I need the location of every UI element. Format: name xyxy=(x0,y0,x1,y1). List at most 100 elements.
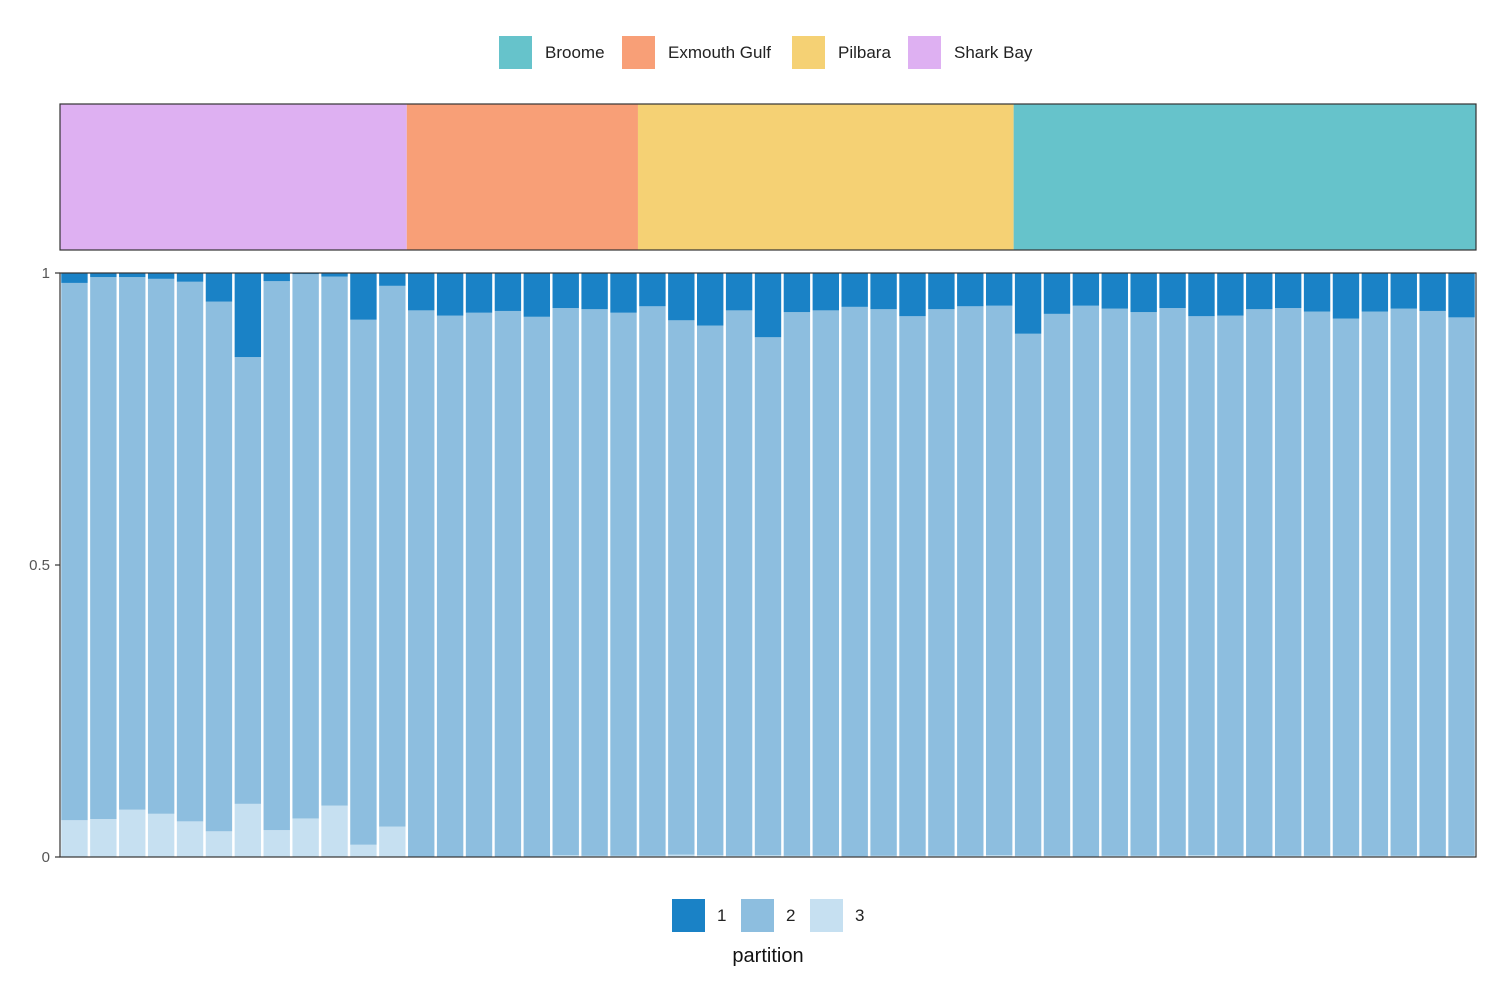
bar-40-partition-3 xyxy=(1188,855,1215,857)
bar-15-partition-1 xyxy=(465,273,493,313)
bar-31-partition-2 xyxy=(928,309,955,856)
bar-11-partition-2 xyxy=(350,319,377,845)
bar-39-partition-2 xyxy=(1159,308,1186,856)
y-axis: 00.51 xyxy=(29,265,60,866)
bar-35-partition-2 xyxy=(1043,313,1071,856)
legend-key-shark-bay xyxy=(908,36,941,69)
bar-49-partition-1 xyxy=(1448,273,1475,318)
bar-20-partition-1 xyxy=(610,273,637,313)
bar-8-partition-1 xyxy=(263,273,290,282)
bar-2-partition-2 xyxy=(90,277,117,820)
bar-24-partition-1 xyxy=(725,273,753,311)
partition-key-2 xyxy=(741,899,774,932)
bar-21-partition-1 xyxy=(639,273,666,307)
bar-33-partition-3 xyxy=(985,855,1013,857)
bar-25-partition-1 xyxy=(754,273,782,338)
bar-7-partition-2 xyxy=(234,357,262,804)
bar-45-partition-1 xyxy=(1332,273,1360,319)
legend-label-pilbara: Pilbara xyxy=(838,43,891,62)
bar-41-partition-2 xyxy=(1217,315,1244,856)
bar-22-partition-3 xyxy=(668,854,695,857)
legend-key-pilbara xyxy=(792,36,825,69)
bar-8-partition-3 xyxy=(263,830,290,857)
bar-47-partition-1 xyxy=(1390,273,1417,309)
bar-21-partition-2 xyxy=(639,306,666,856)
bar-22-partition-1 xyxy=(668,273,695,321)
population-legend: Broome Exmouth Gulf Pilbara Shark Bay xyxy=(499,36,1033,69)
bar-16-partition-2 xyxy=(494,310,522,858)
bar-34-partition-1 xyxy=(1014,273,1042,334)
bar-30-partition-1 xyxy=(899,273,926,317)
bar-26-partition-2 xyxy=(783,312,811,856)
bar-49-partition-2 xyxy=(1448,317,1475,856)
bar-7-partition-3 xyxy=(234,803,262,857)
legend-label-exmouth-gulf: Exmouth Gulf xyxy=(668,43,771,62)
bar-17-partition-2 xyxy=(523,316,551,857)
bar-10-partition-1 xyxy=(321,273,348,277)
bar-14-partition-1 xyxy=(436,273,464,316)
bar-13-partition-2 xyxy=(408,310,435,858)
bar-9-partition-3 xyxy=(292,818,319,857)
strip-segment-pilbara xyxy=(637,104,1014,250)
bar-19-partition-1 xyxy=(581,273,608,310)
bar-11-partition-1 xyxy=(350,273,377,320)
bar-27-partition-2 xyxy=(812,310,839,856)
bar-10-partition-3 xyxy=(321,805,348,857)
partition-key-3 xyxy=(810,899,843,932)
bar-43-partition-2 xyxy=(1274,308,1302,856)
bar-11-partition-3 xyxy=(350,844,377,857)
bar-37-partition-1 xyxy=(1101,273,1128,309)
bar-8-partition-2 xyxy=(263,281,290,831)
legend-key-exmouth-gulf xyxy=(622,36,655,69)
partition-legend-title: partition xyxy=(732,945,803,967)
bar-36-partition-2 xyxy=(1072,305,1100,857)
bar-48-partition-1 xyxy=(1419,273,1446,311)
bar-34-partition-2 xyxy=(1014,333,1042,856)
legend-label-broome: Broome xyxy=(545,43,605,62)
population-strip-panel xyxy=(59,103,1477,251)
partition-label-2: 2 xyxy=(786,906,795,925)
strip-segment-shark-bay xyxy=(60,104,407,250)
bar-5-partition-1 xyxy=(176,273,204,282)
bar-29-partition-2 xyxy=(870,309,897,856)
bar-46-partition-2 xyxy=(1361,311,1389,856)
bar-12-partition-2 xyxy=(379,285,406,827)
strip-border xyxy=(59,103,1477,251)
bar-47-partition-2 xyxy=(1390,308,1417,856)
y-tick-label: 0.5 xyxy=(29,557,50,574)
bar-20-partition-2 xyxy=(610,312,637,856)
bar-40-partition-2 xyxy=(1188,316,1215,856)
bar-28-partition-1 xyxy=(841,273,868,307)
bar-4-partition-1 xyxy=(147,273,175,279)
bar-33-partition-2 xyxy=(985,305,1013,856)
bar-19-partition-2 xyxy=(581,309,608,856)
bar-5-partition-3 xyxy=(176,821,204,857)
bar-4-partition-2 xyxy=(147,278,175,814)
bar-14-partition-2 xyxy=(436,315,464,858)
legend-label-shark-bay: Shark Bay xyxy=(954,43,1033,62)
bar-5-partition-2 xyxy=(176,281,204,822)
bar-29-partition-1 xyxy=(870,273,897,310)
bar-18-partition-3 xyxy=(552,855,579,857)
strip-segment-broome xyxy=(1013,104,1476,250)
strip-segment-exmouth-gulf xyxy=(406,104,638,250)
bar-45-partition-2 xyxy=(1332,318,1360,856)
bar-38-partition-2 xyxy=(1130,312,1157,856)
partition-legend: 1 2 3 partition xyxy=(672,899,864,967)
bar-26-partition-1 xyxy=(783,273,811,313)
bar-2-partition-3 xyxy=(90,819,117,857)
bar-18-partition-1 xyxy=(552,273,579,309)
bar-30-partition-2 xyxy=(899,316,926,856)
bar-41-partition-1 xyxy=(1217,273,1244,316)
bar-24-partition-2 xyxy=(725,310,753,856)
partition-key-1 xyxy=(672,899,705,932)
bar-40-partition-1 xyxy=(1188,273,1215,317)
y-tick-label: 0 xyxy=(42,849,50,866)
bar-23-partition-3 xyxy=(697,855,724,857)
bar-46-partition-1 xyxy=(1361,273,1389,312)
bar-6-partition-1 xyxy=(205,273,233,302)
bar-25-partition-3 xyxy=(754,855,782,857)
bar-6-partition-2 xyxy=(205,301,233,832)
bar-36-partition-1 xyxy=(1072,273,1100,306)
